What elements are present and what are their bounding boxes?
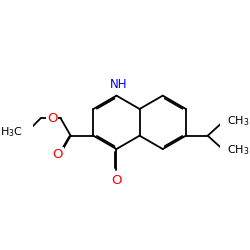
Text: O: O: [53, 148, 63, 161]
Text: CH$_3$: CH$_3$: [227, 115, 250, 128]
Text: CH$_3$: CH$_3$: [227, 143, 250, 157]
Text: O: O: [111, 174, 122, 188]
Text: H$_3$C: H$_3$C: [0, 125, 23, 138]
Text: O: O: [47, 112, 58, 125]
Text: NH: NH: [110, 78, 127, 91]
